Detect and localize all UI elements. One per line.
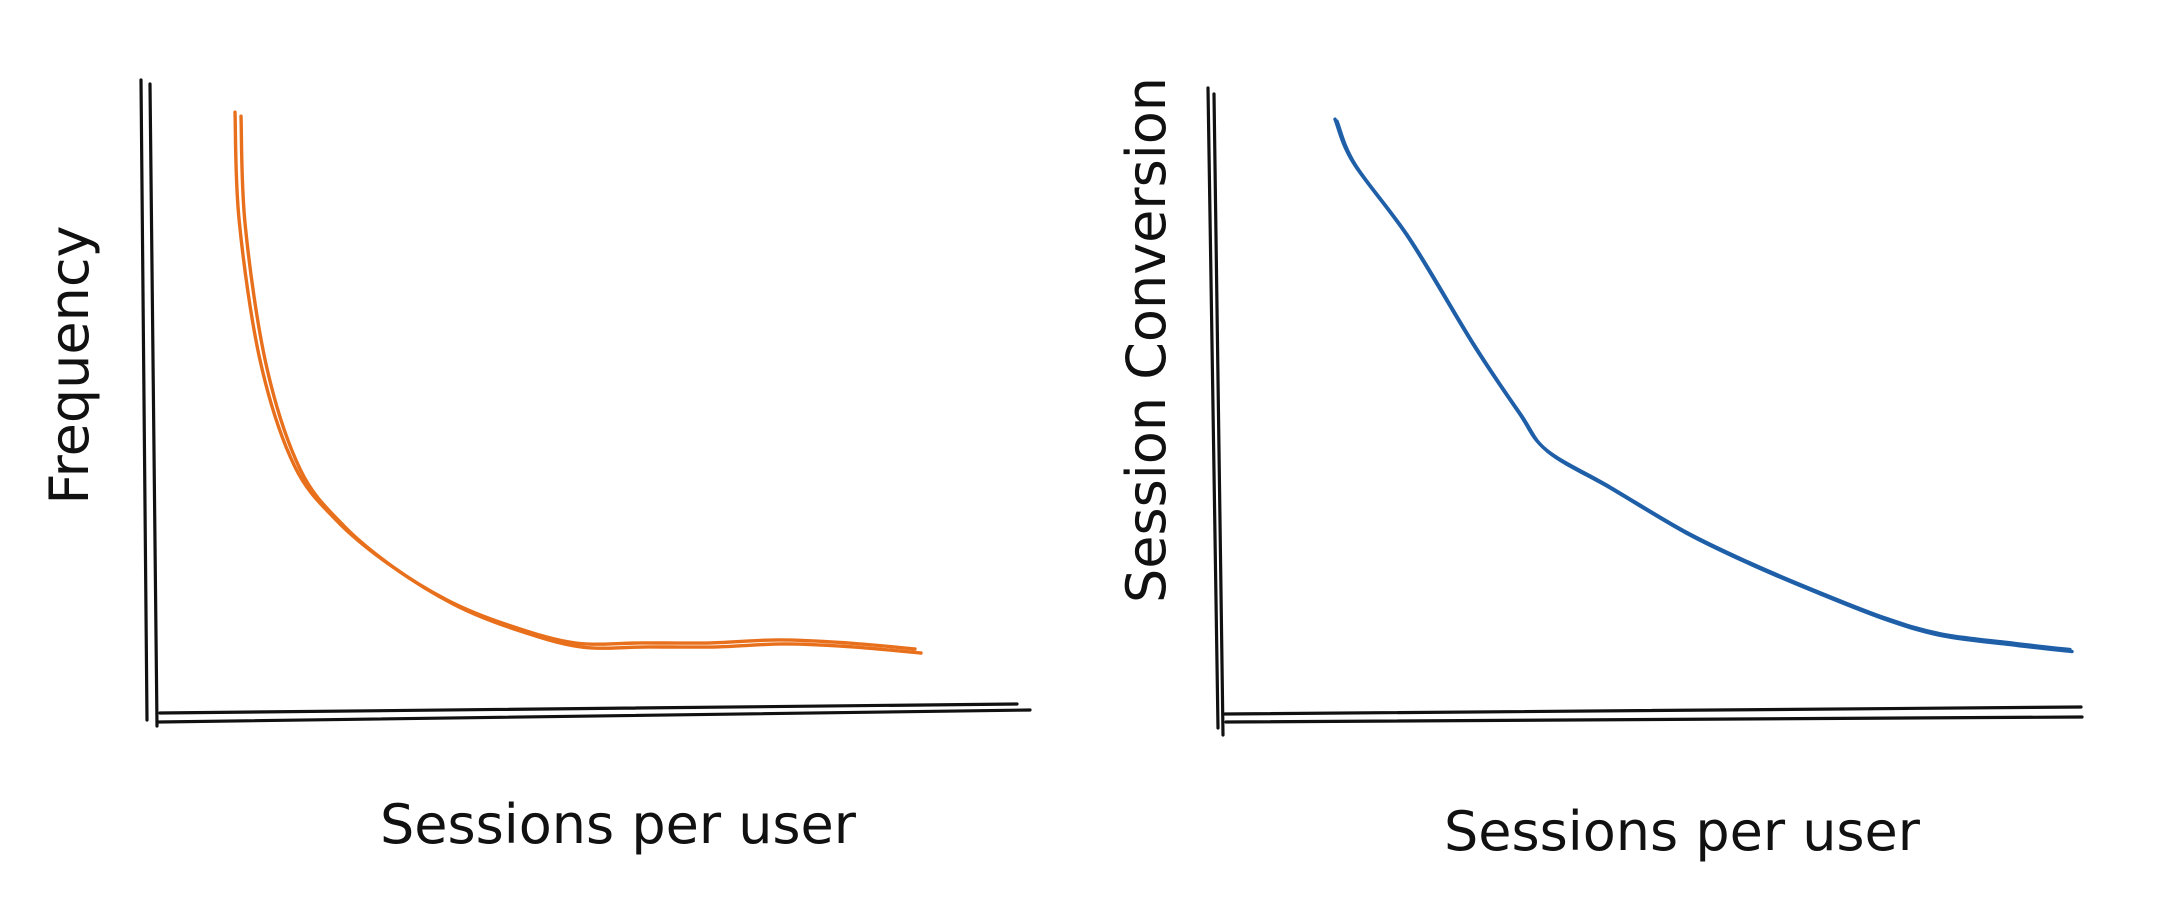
conversion-x-axis [1223, 705, 2084, 724]
conversion-line-stroke-2 [1335, 119, 2074, 654]
conversion-y-axis [1206, 86, 1225, 737]
frequency-series-group [233, 110, 923, 655]
conversion-chart: Session Conversion Sessions per user [1115, 77, 2084, 863]
frequency-y-axis-label: Frequency [38, 226, 101, 505]
conversion-series-group [1333, 117, 2074, 654]
conversion-y-axis-label: Session Conversion [1115, 77, 1178, 603]
frequency-chart: Frequency Sessions per user [38, 78, 1032, 856]
frequency-x-axis-label: Sessions per user [380, 793, 857, 856]
conversion-x-axis-label: Sessions per user [1444, 800, 1921, 863]
frequency-x-axis [157, 702, 1032, 724]
frequency-line-stroke-2 [239, 114, 923, 655]
frequency-line-stroke-1 [233, 110, 917, 651]
frequency-y-axis [139, 78, 159, 728]
conversion-line-stroke-1 [1333, 117, 2072, 652]
